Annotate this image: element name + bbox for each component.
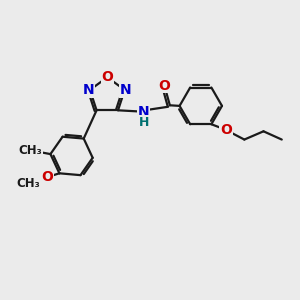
Text: N: N <box>138 105 150 119</box>
Text: CH₃: CH₃ <box>19 144 42 157</box>
Text: N: N <box>83 83 94 97</box>
Text: O: O <box>220 123 232 137</box>
Text: H: H <box>139 116 150 129</box>
Text: O: O <box>159 79 170 93</box>
Text: N: N <box>120 83 132 97</box>
Text: O: O <box>101 70 113 84</box>
Text: O: O <box>41 170 53 184</box>
Text: CH₃: CH₃ <box>16 177 40 190</box>
